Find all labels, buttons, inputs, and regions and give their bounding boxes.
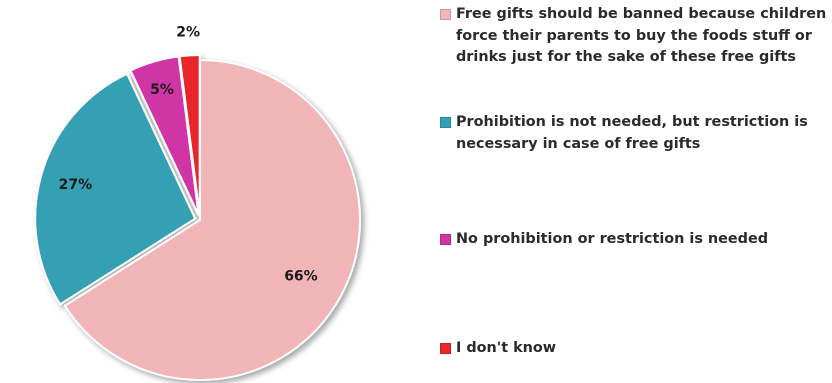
legend-swatch-free-gifts-banned [440, 9, 451, 20]
legend-label-restriction-necessary: Prohibition is not needed, but restricti… [456, 114, 808, 152]
legend-item-no-prohibition: No prohibition or restriction is needed [440, 229, 768, 251]
pie-data-label-dont-know: 2% [176, 24, 200, 40]
pie-data-label-restriction-necessary: 27% [59, 177, 93, 193]
legend-label-dont-know: I don't know [456, 340, 557, 356]
pie-svg: 66% 27% 5% 2% [34, 24, 361, 381]
legend-swatch-dont-know [440, 343, 451, 354]
pie-slice-no-prohibition [129, 55, 200, 216]
legend-swatch-restriction-necessary [440, 117, 451, 128]
pie-slice-free-gifts-banned [63, 58, 361, 381]
pie-slice-dont-know [178, 54, 201, 216]
legend-swatch-no-prohibition [440, 234, 451, 245]
pie-data-label-no-prohibition: 5% [150, 82, 174, 98]
pie-data-label-free-gifts-banned: 66% [284, 268, 318, 284]
pie-data-labels: 66% 27% 5% 2% [59, 24, 318, 284]
legend-item-dont-know: I don't know [440, 338, 556, 360]
legend-label-no-prohibition: No prohibition or restriction is needed [456, 231, 769, 247]
legend-item-free-gifts-banned: Free gifts should be banned because chil… [440, 4, 832, 69]
legend-item-restriction-necessary: Prohibition is not needed, but restricti… [440, 112, 832, 155]
legend: Free gifts should be banned because chil… [440, 4, 832, 383]
pie-slices [34, 54, 361, 381]
pie-slice-restriction-necessary [34, 72, 197, 306]
legend-label-free-gifts-banned: Free gifts should be banned because chil… [456, 6, 827, 66]
